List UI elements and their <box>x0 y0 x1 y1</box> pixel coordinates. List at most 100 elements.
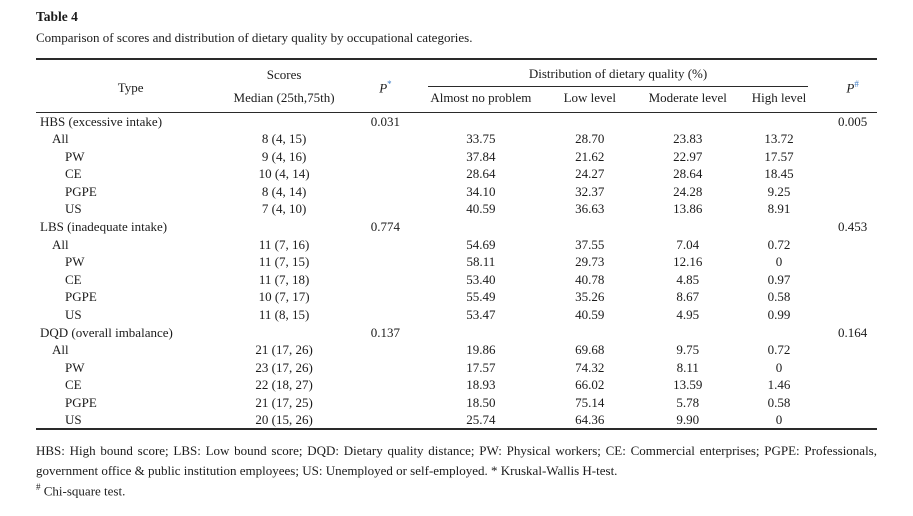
cell-p2 <box>828 341 877 359</box>
cell-low: 74.32 <box>575 359 605 375</box>
table-footnotes: HBS: High bound score; LBS: Low bound sc… <box>36 441 877 501</box>
col-header-low-level: Low level <box>533 87 646 113</box>
chisquare-hash: # <box>854 78 859 89</box>
cell-p1 <box>343 412 428 430</box>
cell-median: 11 (8, 15) <box>258 307 310 323</box>
cell-moderate: 13.86 <box>673 201 703 217</box>
table-row: US 20 (15, 26) 25.74 64.36 9.90 0 <box>36 412 877 430</box>
cell-high <box>730 324 828 342</box>
table-row: CE 22 (18, 27) 18.93 66.02 13.59 1.46 <box>36 376 877 394</box>
paper-table-region: Table 4 Comparison of scores and distrib… <box>36 9 877 501</box>
cell-type: PW <box>65 254 85 270</box>
cell-almost: 25.74 <box>466 412 496 428</box>
cell-p1 <box>343 200 428 218</box>
cell-median <box>225 113 343 131</box>
cell-almost: 19.86 <box>466 342 496 358</box>
cell-p2 <box>828 306 877 324</box>
cell-high: 0 <box>775 359 783 375</box>
cell-low: 21.62 <box>575 148 605 164</box>
cell-high <box>730 218 828 236</box>
cell-high: 1.46 <box>767 377 791 393</box>
cell-p1: 0.031 <box>370 113 401 129</box>
p-star-label: P <box>379 80 388 96</box>
cell-moderate: 4.95 <box>676 307 700 323</box>
cell-high <box>730 113 828 131</box>
cell-moderate: 23.83 <box>673 131 703 147</box>
cell-median: 10 (7, 17) <box>258 289 310 305</box>
table-row: US 11 (8, 15) 53.47 40.59 4.95 0.99 <box>36 306 877 324</box>
cell-low: 75.14 <box>575 395 605 410</box>
cell-p2 <box>828 376 877 394</box>
cell-almost <box>428 218 534 236</box>
cell-low: 64.36 <box>575 412 605 428</box>
table-row: DQD (overall imbalance) 0.137 0.164 <box>36 324 877 342</box>
cell-p1 <box>343 394 428 412</box>
cell-moderate: 13.59 <box>673 377 703 393</box>
cell-type: US <box>65 201 82 217</box>
cell-high: 18.45 <box>764 166 794 182</box>
table-row: PW 23 (17, 26) 17.57 74.32 8.11 0 <box>36 359 877 377</box>
cell-p2 <box>828 183 877 201</box>
cell-p2 <box>828 412 877 430</box>
cell-type: HBS (excessive intake) <box>40 113 163 129</box>
cell-median: 11 (7, 18) <box>258 271 310 287</box>
cell-type: PGPE <box>65 183 97 199</box>
cell-median: 8 (4, 15) <box>261 131 307 147</box>
cell-almost: 53.47 <box>466 307 496 323</box>
cell-p2 <box>828 236 877 254</box>
cell-moderate: 8.67 <box>676 289 700 305</box>
cell-type: PW <box>65 359 85 375</box>
cell-low: 36.63 <box>575 201 605 217</box>
cell-p1 <box>343 359 428 377</box>
cell-almost <box>428 113 534 131</box>
cell-type: CE <box>65 271 82 287</box>
table-row: LBS (inadequate intake) 0.774 0.453 <box>36 218 877 236</box>
cell-p2 <box>828 165 877 183</box>
cell-median: 23 (17, 26) <box>255 359 313 375</box>
cell-type: DQD (overall imbalance) <box>40 324 173 340</box>
table-row: PGPE 10 (7, 17) 55.49 35.26 8.67 0.58 <box>36 288 877 306</box>
cell-p2: 0.164 <box>837 324 868 340</box>
cell-high: 13.72 <box>764 131 794 147</box>
cell-p1 <box>343 253 428 271</box>
cell-high: 0.72 <box>767 236 791 252</box>
cell-low: 40.78 <box>575 271 605 287</box>
hash-symbol: # <box>36 482 41 493</box>
cell-almost: 18.50 <box>466 395 496 410</box>
col-header-median: Median (25th,75th) <box>225 87 343 113</box>
cell-type: US <box>65 412 82 428</box>
col-group-scores: Scores <box>266 67 302 82</box>
cell-median: 10 (4, 14) <box>258 166 310 182</box>
cell-median: 7 (4, 10) <box>261 201 307 217</box>
cell-median: 9 (4, 16) <box>261 148 307 164</box>
kruskal-asterisk: * <box>387 78 392 89</box>
cell-median: 8 (4, 14) <box>261 183 307 199</box>
col-header-p-chisquare: P# <box>828 59 877 113</box>
cell-high: 0 <box>775 254 783 270</box>
cell-median <box>225 324 343 342</box>
cell-p1 <box>343 288 428 306</box>
cell-p1 <box>343 236 428 254</box>
cell-median: 21 (17, 26) <box>255 342 313 358</box>
table-row: All 21 (17, 26) 19.86 69.68 9.75 0.72 <box>36 341 877 359</box>
cell-p1 <box>343 306 428 324</box>
cell-low: 32.37 <box>575 183 605 199</box>
cell-p2 <box>828 130 877 148</box>
cell-moderate: 22.97 <box>673 148 703 164</box>
cell-low: 37.55 <box>575 236 605 252</box>
cell-almost: 18.93 <box>466 377 496 393</box>
cell-high: 17.57 <box>764 148 794 164</box>
cell-moderate: 5.78 <box>676 395 700 410</box>
cell-p1: 0.137 <box>370 324 401 340</box>
cell-moderate <box>646 324 730 342</box>
table-title: Table 4 <box>36 9 78 24</box>
cell-p2 <box>828 271 877 289</box>
col-group-distribution: Distribution of dietary quality (%) <box>427 59 828 87</box>
cell-low <box>534 324 646 342</box>
cell-low: 29.73 <box>575 254 605 270</box>
cell-type: CE <box>65 377 82 393</box>
cell-type: PW <box>65 148 85 164</box>
cell-median: 20 (15, 26) <box>255 412 313 428</box>
cell-high: 8.91 <box>767 201 791 217</box>
cell-p1 <box>343 376 428 394</box>
